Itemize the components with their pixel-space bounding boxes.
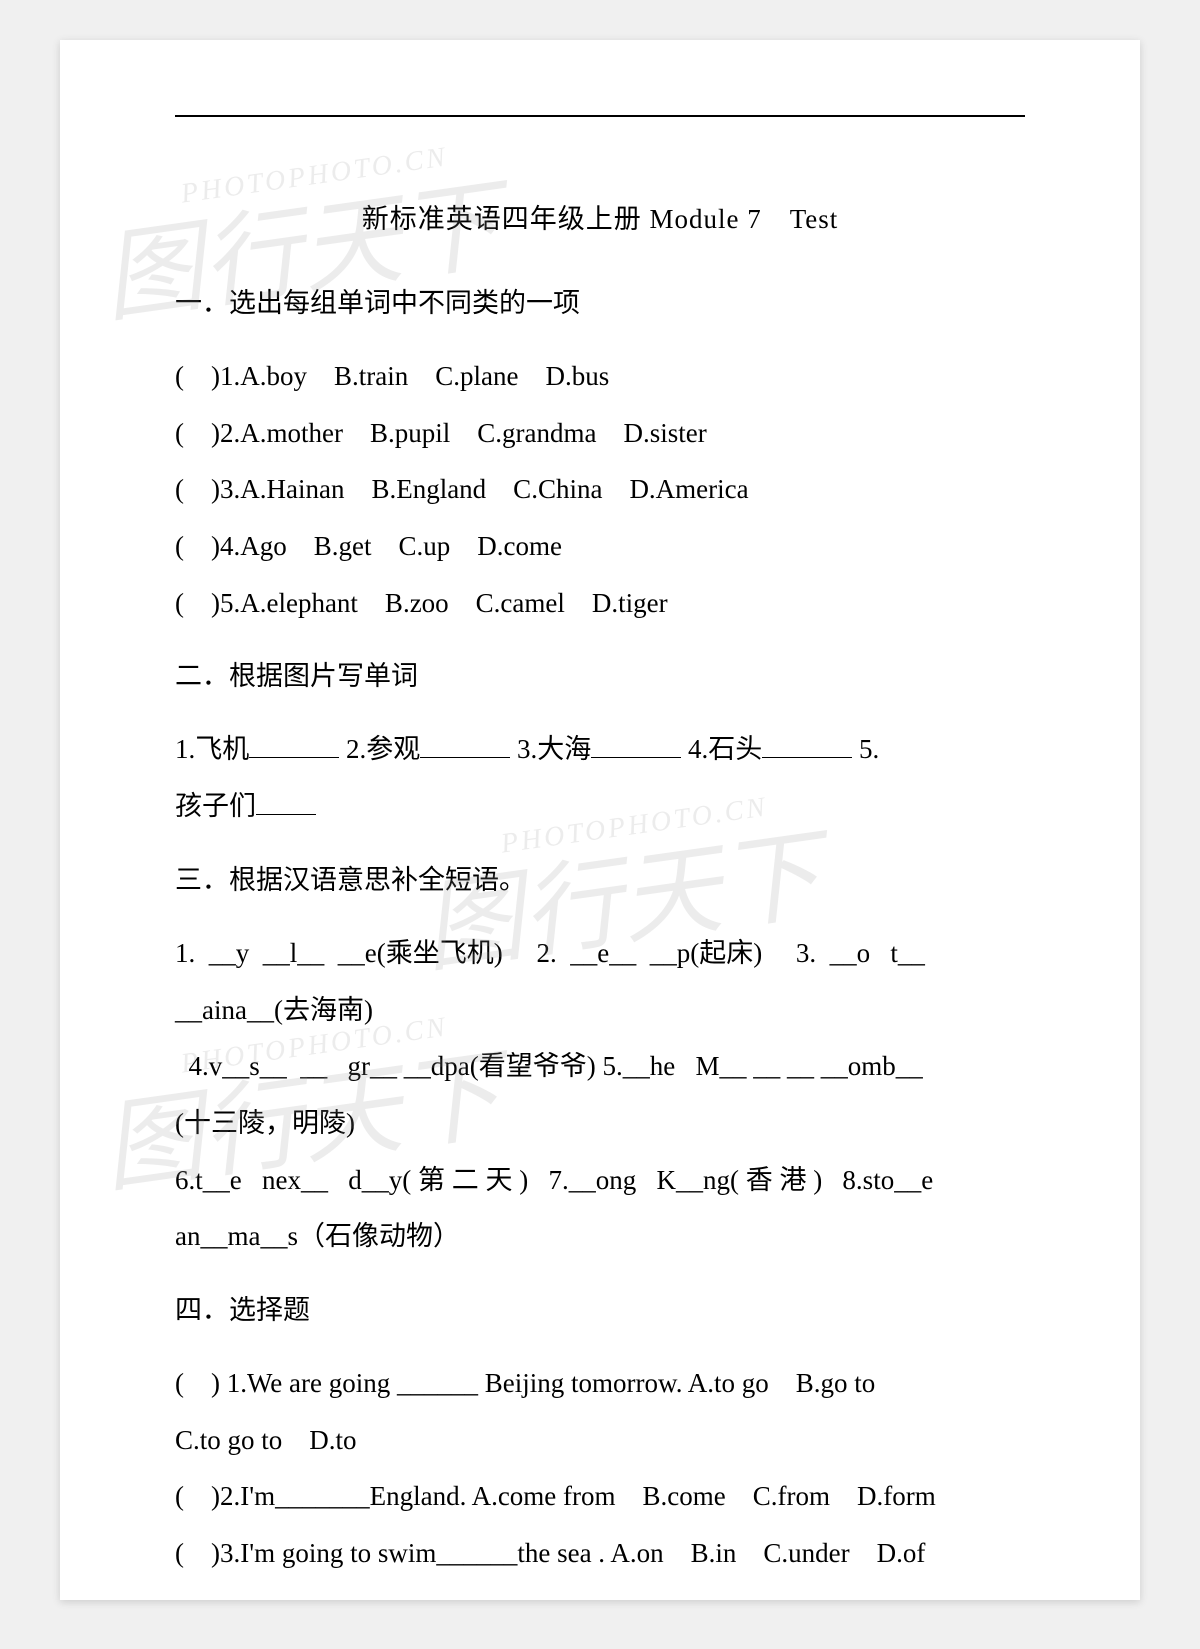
section2-heading: 二．根据图片写单词 — [175, 649, 1025, 703]
s2-part: 4.石头 — [688, 734, 762, 764]
section4-line: ( )3.I'm going to swim______the sea . A.… — [175, 1525, 1025, 1582]
section1-item: ( )3.A.Hainan B.England C.China D.Americ… — [175, 461, 1025, 518]
section4-line: C.to go to D.to — [175, 1412, 1025, 1469]
s2-part: 5. — [859, 734, 879, 764]
s2-part: 3.大海 — [517, 734, 591, 764]
section3-line: __aina__(去海南) — [175, 982, 1025, 1039]
section1-item: ( )1.A.boy B.train C.plane D.bus — [175, 348, 1025, 405]
s2-part: 1.飞机 — [175, 734, 249, 764]
blank — [249, 729, 339, 759]
top-horizontal-rule — [175, 115, 1025, 117]
title-en: Module 7 Test — [642, 204, 839, 234]
blank — [420, 729, 510, 759]
s2-part: 孩子们 — [175, 791, 256, 821]
section3-line: (十三陵，明陵) — [175, 1095, 1025, 1152]
section1-heading: 一．选出每组单词中不同类的一项 — [175, 276, 1025, 330]
title-cn: 新标准英语四年级上册 — [362, 204, 642, 234]
section3-line: 1. __y __l__ __e(乘坐飞机) 2. __e__ __p(起床) … — [175, 925, 1025, 982]
section3-heading: 三．根据汉语意思补全短语。 — [175, 853, 1025, 907]
section1-item: ( )5.A.elephant B.zoo C.camel D.tiger — [175, 575, 1025, 632]
section4-line: ( )2.I'm_______England. A.come from B.co… — [175, 1468, 1025, 1525]
section1-item: ( )4.Ago B.get C.up D.come — [175, 518, 1025, 575]
section3-line: 4.v__s__ __ gr__ __dpa(看望爷爷) 5.__he M__ … — [175, 1038, 1025, 1095]
s2-part: 2.参观 — [346, 734, 420, 764]
section3-line: 6.t__e nex__ d__y( 第 二 天 ) 7.__ong K__ng… — [175, 1152, 1025, 1209]
document-title: 新标准英语四年级上册 Module 7 Test — [175, 197, 1025, 236]
blank — [762, 729, 852, 759]
section3-line: an__ma__s（石像动物） — [175, 1208, 1025, 1265]
section2-line1: 1.飞机 2.参观 3.大海 4.石头 5. — [175, 721, 1025, 778]
document-page: 图行天下 PHOTOPHOTO.CN 图行天下 PHOTOPHOTO.CN 图行… — [60, 40, 1140, 1600]
blank — [256, 785, 316, 815]
section4-heading: 四．选择题 — [175, 1283, 1025, 1337]
section2-line2: 孩子们 — [175, 778, 1025, 835]
section1-item: ( )2.A.mother B.pupil C.grandma D.sister — [175, 405, 1025, 462]
blank — [591, 729, 681, 759]
section4-line: ( ) 1.We are going ______ Beijing tomorr… — [175, 1355, 1025, 1412]
